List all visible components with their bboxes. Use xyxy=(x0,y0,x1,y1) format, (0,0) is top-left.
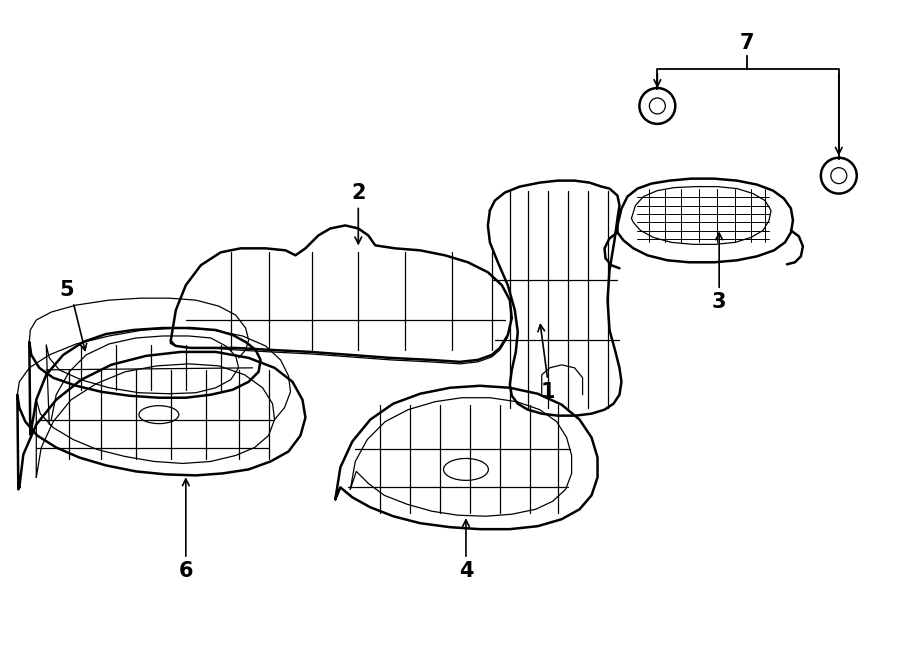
Text: 7: 7 xyxy=(740,33,754,54)
Text: 2: 2 xyxy=(351,182,365,202)
Text: 3: 3 xyxy=(712,292,726,312)
Text: 4: 4 xyxy=(459,561,473,581)
Text: 6: 6 xyxy=(178,561,194,581)
Text: 1: 1 xyxy=(540,382,555,402)
Text: 5: 5 xyxy=(58,280,74,300)
